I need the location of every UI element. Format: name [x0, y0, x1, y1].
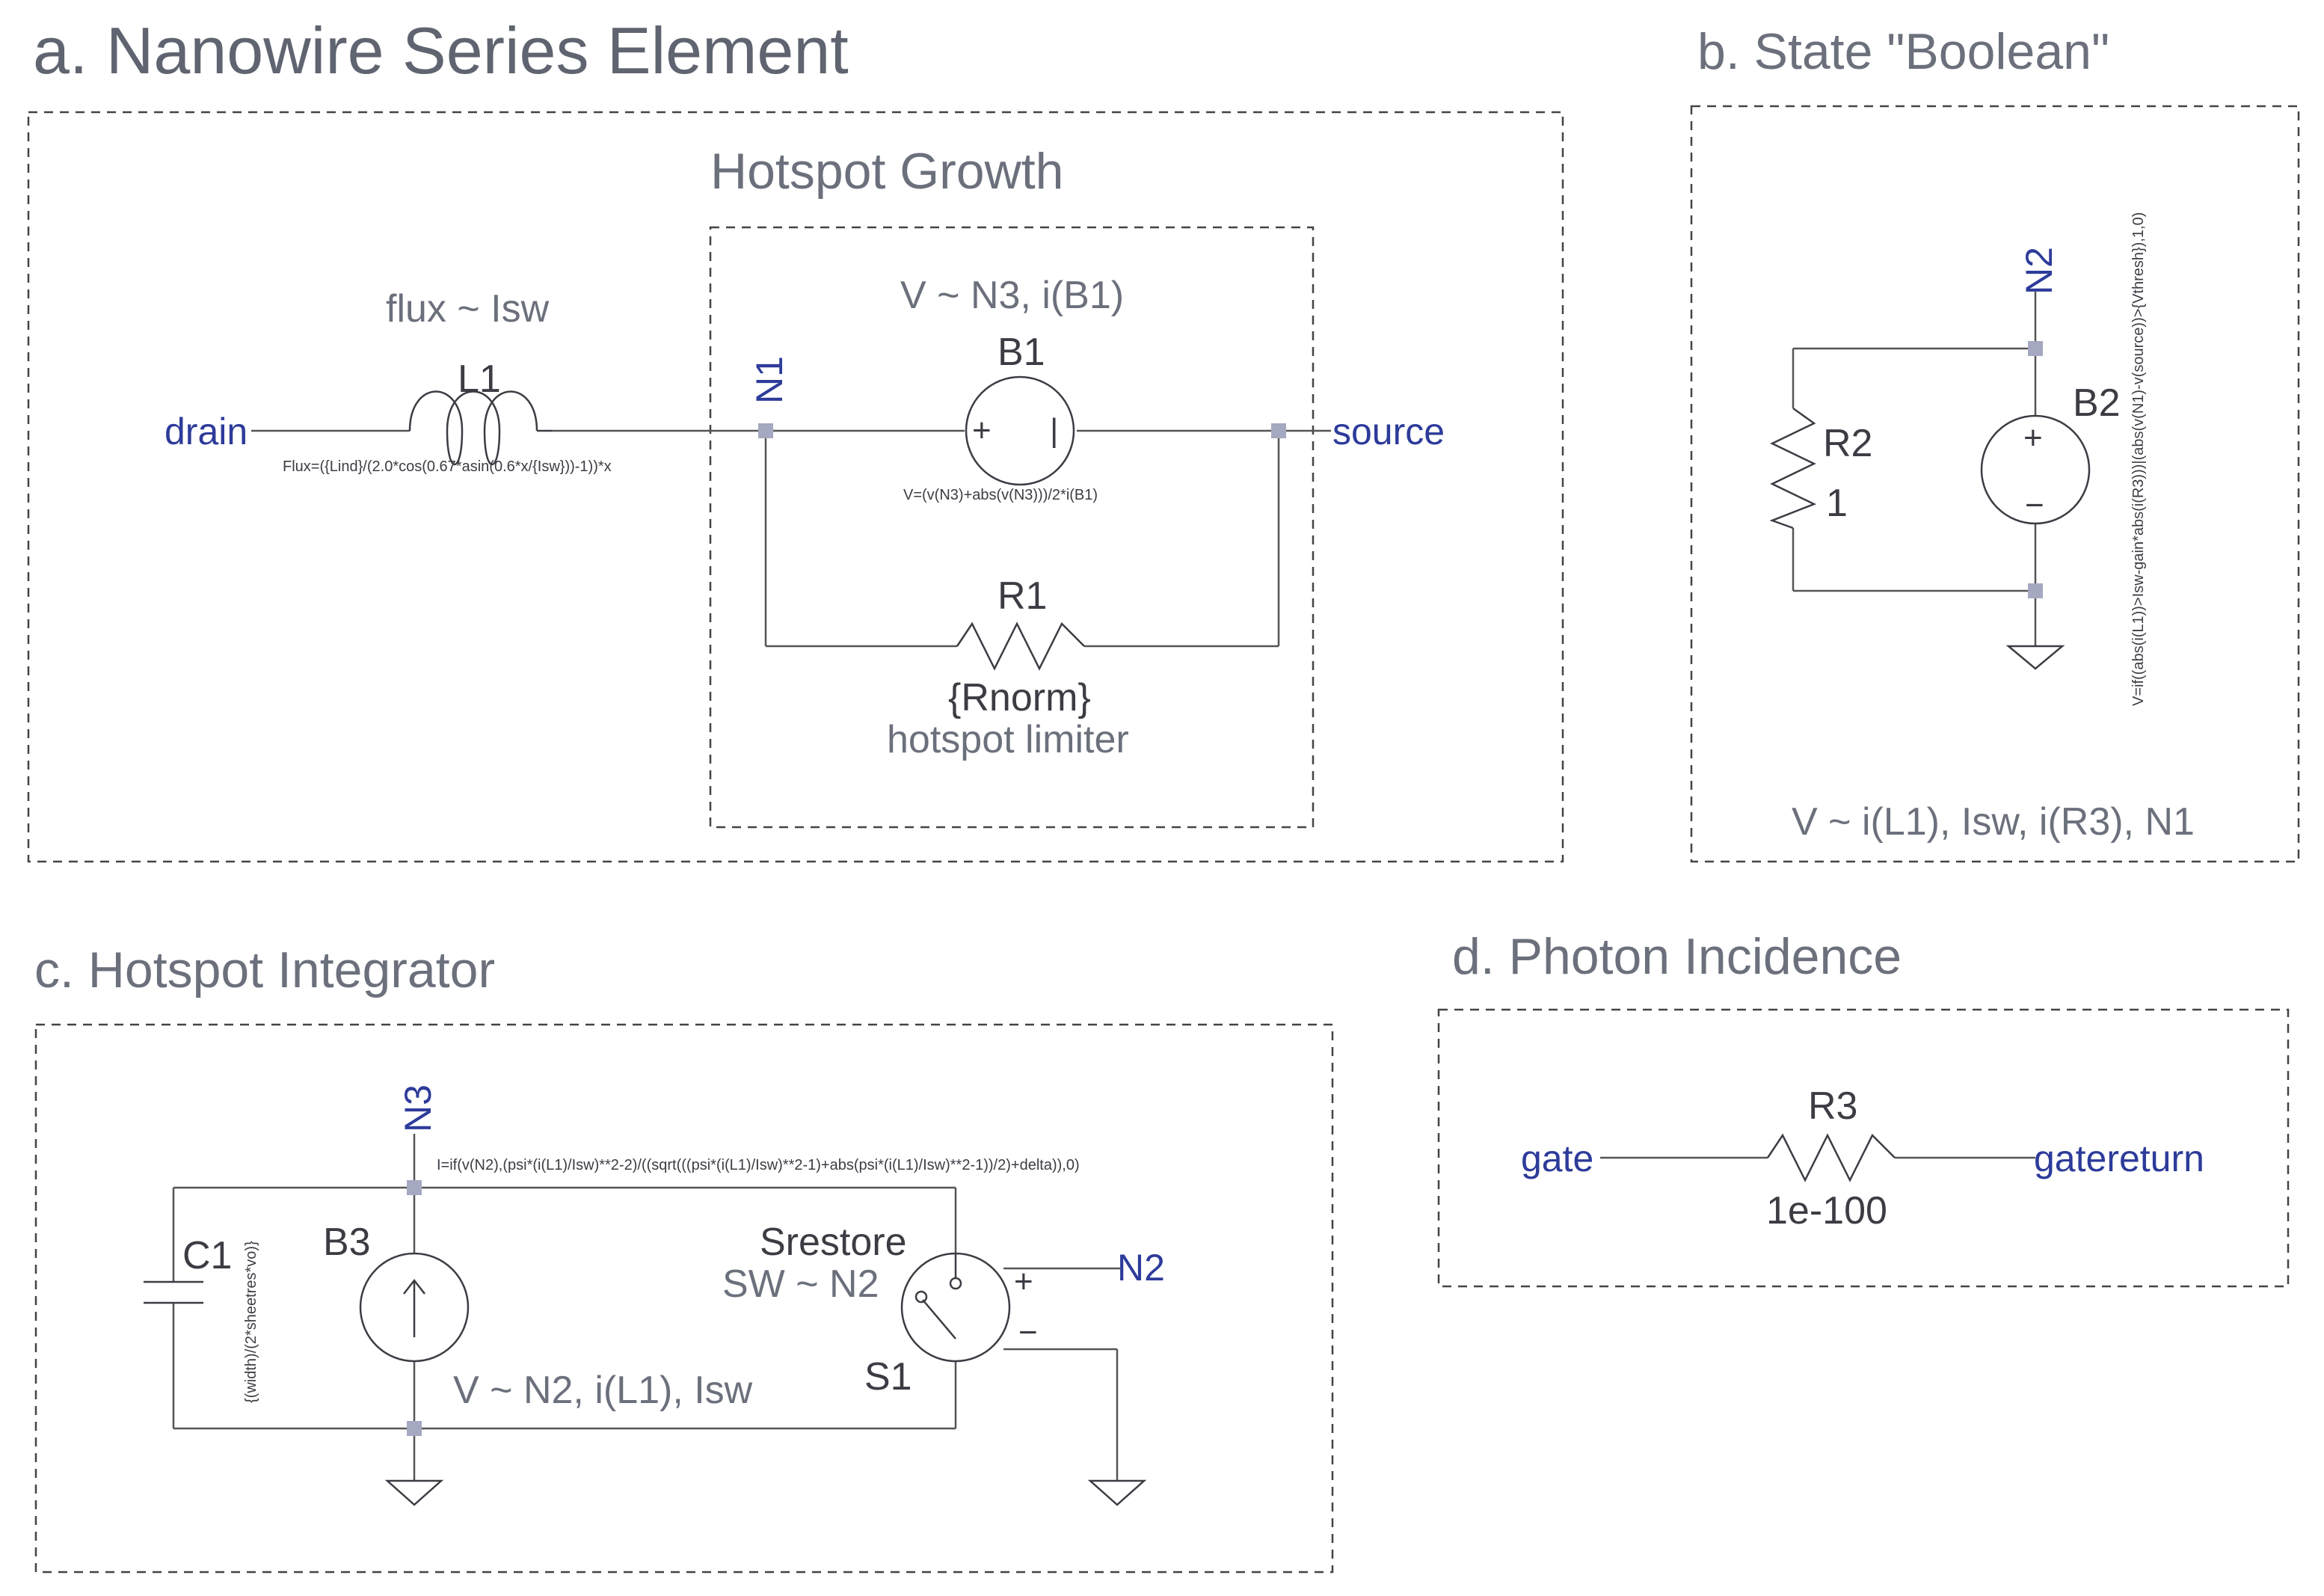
resistor-r3 — [1766, 1133, 1896, 1182]
flux-note: flux ~ Isw — [386, 287, 550, 331]
junction-n1 — [758, 423, 773, 438]
resistor-r1 — [956, 621, 1085, 671]
b1-plus: + — [972, 412, 992, 449]
switch-s1-contact-top — [949, 1277, 962, 1290]
node-n2-c-label: N2 — [1117, 1247, 1165, 1289]
s1-label: S1 — [864, 1355, 912, 1399]
current-source-b3 — [359, 1252, 470, 1363]
b1-equation: V=(v(N3)+abs(v(N3)))/2*i(B1) — [903, 487, 1098, 503]
l1-label: L1 — [458, 357, 501, 401]
b1-bar: | — [1050, 412, 1058, 449]
r1-label: R1 — [997, 574, 1047, 618]
junction-c-top — [407, 1180, 422, 1195]
node-drain: drain — [165, 411, 248, 452]
s1-minus: − — [1018, 1314, 1038, 1351]
node-n3-label: N3 — [397, 1084, 439, 1132]
hotspot-growth-frame — [709, 226, 1315, 829]
c1-equation: {(width)/(2*sheetres*vo)} — [243, 1241, 259, 1403]
section-c-frame — [34, 1023, 1334, 1574]
section-a-frame — [27, 111, 1564, 863]
sw-note: SW ~ N2 — [722, 1262, 879, 1306]
b2-label: B2 — [2073, 381, 2121, 425]
r1-note: hotspot limiter — [887, 718, 1129, 761]
voltage-source-b2 — [1980, 414, 2091, 525]
switch-s1-blade — [922, 1299, 956, 1339]
ground-c1 — [384, 1479, 444, 1506]
section-d-frame — [1437, 1008, 2290, 1288]
node-n2-label: N2 — [2018, 247, 2060, 295]
b3-note: V ~ N2, i(L1), Isw — [453, 1369, 753, 1412]
b2-minus: − — [2025, 487, 2044, 524]
current-arrow-icon — [403, 1278, 425, 1337]
b2-equation: V=if((abs(i(L1))>Isw-gain*abs(i(R3)))|(a… — [2130, 212, 2147, 706]
node-gatereturn: gatereturn — [2034, 1138, 2204, 1179]
section-d: d. Photon Incidence gate gatereturn R3 1… — [1437, 928, 2290, 1288]
inductor-l1 — [408, 390, 552, 432]
r3-label: R3 — [1808, 1084, 1857, 1128]
switch-s1-contact-side — [914, 1290, 928, 1304]
resistor-r2 — [1769, 407, 1817, 530]
b2-plus: + — [2023, 420, 2043, 456]
voltage-source-b1 — [965, 375, 1075, 486]
junction-c-bottom — [407, 1421, 422, 1436]
srestore-label: Srestore — [760, 1221, 907, 1264]
section-d-title: d. Photon Incidence — [1452, 928, 1902, 985]
inductor-l1-loops — [446, 430, 501, 466]
node-n1-label: N1 — [748, 356, 790, 404]
junction-b-bottom — [2028, 583, 2043, 598]
r1-value: {Rnorm} — [948, 676, 1091, 719]
junction-source — [1271, 423, 1286, 438]
section-b-note: V ~ i(L1), Isw, i(R3), N1 — [1792, 800, 2195, 844]
s1-plus: + — [1014, 1263, 1033, 1300]
b3-label: B3 — [323, 1221, 371, 1264]
r3-value: 1e-100 — [1766, 1189, 1887, 1233]
hotspot-growth-title: Hotspot Growth — [710, 143, 1063, 200]
b1-note: V ~ N3, i(B1) — [900, 274, 1124, 317]
b1-label: B1 — [997, 331, 1045, 374]
r2-label: R2 — [1823, 422, 1872, 465]
section-b-title: b. State "Boolean" — [1697, 23, 2109, 80]
ground-b — [2005, 645, 2065, 670]
section-c: c. Hotspot Integrator N3 I=if(v(N2),(psi… — [34, 942, 1334, 1574]
node-source: source — [1332, 411, 1445, 452]
section-a-title: a. Nanowire Series Element — [33, 13, 849, 88]
section-b: b. State "Boolean" N2 R2 1 B2 + − V=if((… — [1690, 23, 2300, 863]
section-b-frame — [1690, 105, 2300, 863]
ground-c2 — [1087, 1479, 1147, 1506]
c1-label: C1 — [182, 1234, 232, 1277]
r2-value: 1 — [1826, 482, 1848, 525]
junction-b-top — [2028, 341, 2043, 356]
section-c-title: c. Hotspot Integrator — [34, 942, 495, 998]
i-equation: I=if(v(N2),(psi*(i(L1)/Isw)**2-2)/((sqrt… — [437, 1157, 1080, 1173]
section-a: a. Nanowire Series Element Hotspot Growt… — [27, 13, 1564, 863]
node-gate: gate — [1521, 1138, 1593, 1179]
l1-equation: Flux=({Lind}/(2.0*cos(0.67*asin(0.6*x/{I… — [283, 458, 612, 475]
